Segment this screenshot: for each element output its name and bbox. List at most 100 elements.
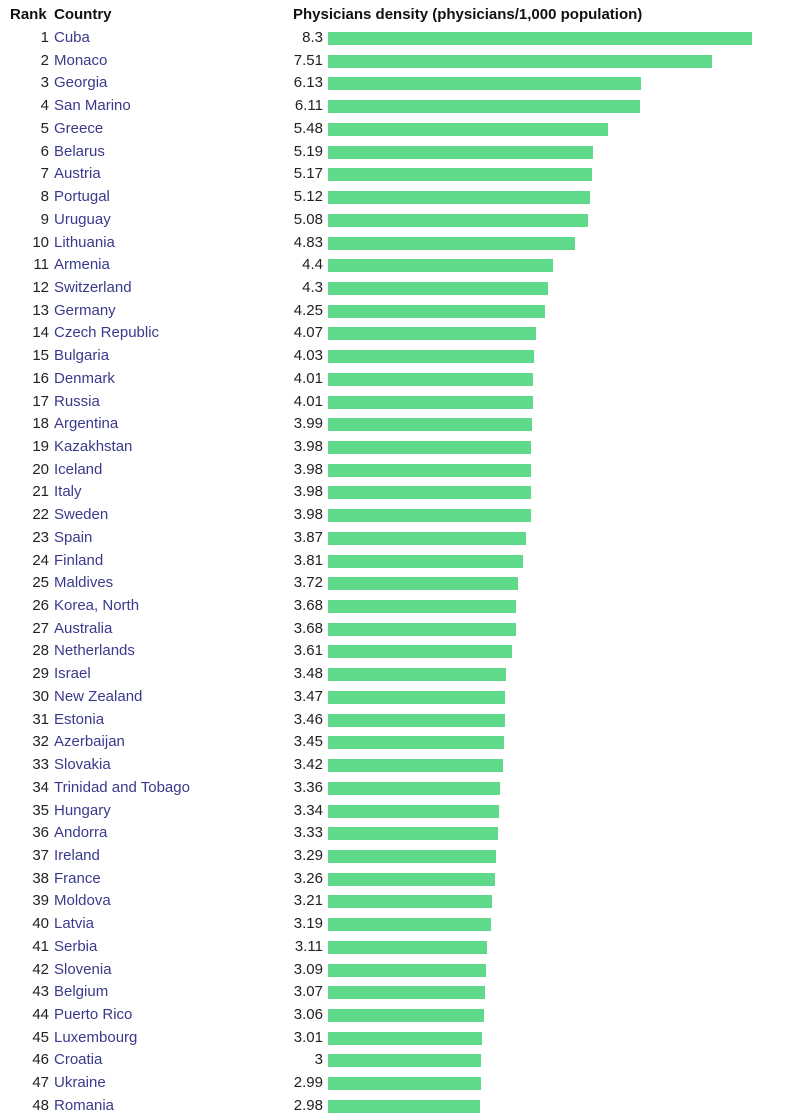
table-row: 46 Croatia 3 xyxy=(0,1049,800,1071)
value-label: 3.46 xyxy=(293,710,323,728)
country-link[interactable]: San Marino xyxy=(54,97,131,115)
country-link[interactable]: Belarus xyxy=(54,142,105,160)
density-bar xyxy=(328,350,534,364)
density-bar xyxy=(328,986,485,1000)
density-bar xyxy=(328,1077,481,1091)
table-row: 4 San Marino 6.11 xyxy=(0,95,800,117)
density-bar xyxy=(328,395,533,409)
table-row: 8 Portugal 5.12 xyxy=(0,186,800,208)
country-link[interactable]: Denmark xyxy=(54,369,115,387)
country-link[interactable]: Argentina xyxy=(54,415,119,433)
density-bar xyxy=(328,463,532,477)
country-link[interactable]: Maldives xyxy=(54,574,114,592)
rank-cell: 31 xyxy=(32,710,49,728)
table-row: 18 Argentina 3.99 xyxy=(0,413,800,435)
country-column-header: Country xyxy=(54,6,112,23)
country-link[interactable]: Belgium xyxy=(54,983,109,1001)
country-link[interactable]: Spain xyxy=(54,528,93,546)
country-link[interactable]: Bulgaria xyxy=(54,347,110,365)
country-link[interactable]: Uruguay xyxy=(54,210,111,228)
country-link[interactable]: Trinidad and Tobago xyxy=(54,778,190,796)
table-row: 6 Belarus 5.19 xyxy=(0,141,800,163)
country-link[interactable]: Puerto Rico xyxy=(54,1006,133,1023)
country-link[interactable]: Azerbaijan xyxy=(54,733,125,751)
rank-cell: 27 xyxy=(32,619,49,637)
country-link[interactable]: Slovenia xyxy=(54,960,112,978)
value-label: 3.47 xyxy=(293,687,323,705)
country-link[interactable]: Russia xyxy=(54,392,100,410)
country-link[interactable]: Serbia xyxy=(54,937,98,955)
value-label: 4.4 xyxy=(302,256,323,274)
value-label: 5.12 xyxy=(293,188,323,205)
country-link[interactable]: Switzerland xyxy=(54,278,132,296)
country-link[interactable]: Germany xyxy=(54,301,116,319)
country-link[interactable]: Romania xyxy=(54,1096,115,1114)
density-bar xyxy=(328,1054,482,1068)
density-bar xyxy=(328,304,546,318)
country-link[interactable]: Kazakhstan xyxy=(54,438,133,455)
country-link[interactable]: Ireland xyxy=(54,846,100,864)
country-link[interactable]: Latvia xyxy=(54,915,95,933)
country-link[interactable]: Austria xyxy=(54,165,101,183)
table-row: 41 Serbia 3.11 xyxy=(0,936,800,958)
table-row: 31 Estonia 3.46 xyxy=(0,709,800,731)
rank-cell: 13 xyxy=(32,301,49,319)
country-link[interactable]: Luxembourg xyxy=(54,1028,138,1046)
country-link[interactable]: Estonia xyxy=(54,710,105,728)
country-link[interactable]: Ukraine xyxy=(54,1074,106,1092)
value-label: 3.68 xyxy=(293,597,323,614)
country-link[interactable]: Andorra xyxy=(54,824,108,842)
country-link[interactable]: New Zealand xyxy=(54,687,143,705)
country-link[interactable]: Korea, North xyxy=(54,597,140,614)
rank-cell: 30 xyxy=(32,687,49,705)
country-link[interactable]: Georgia xyxy=(54,74,108,92)
table-row: 32 Azerbaijan 3.45 xyxy=(0,731,800,753)
table-row: 23 Spain 3.87 xyxy=(0,527,800,549)
density-bar xyxy=(328,1099,481,1113)
value-label: 3.33 xyxy=(293,824,323,842)
value-label: 3.11 xyxy=(294,937,323,955)
country-link[interactable]: Sweden xyxy=(54,506,109,524)
rank-cell: 26 xyxy=(32,597,49,614)
table-row: 37 Ireland 3.29 xyxy=(0,845,800,867)
table-row: 9 Uruguay 5.08 xyxy=(0,209,800,231)
country-link[interactable]: Armenia xyxy=(54,256,110,274)
country-link[interactable]: Croatia xyxy=(54,1051,103,1069)
country-link[interactable]: Slovakia xyxy=(54,756,111,773)
rank-cell: 5 xyxy=(40,119,49,137)
country-link[interactable]: Australia xyxy=(54,619,113,637)
rank-cell: 45 xyxy=(32,1028,49,1046)
rank-cell: 42 xyxy=(32,960,49,978)
table-row: 44 Puerto Rico 3.06 xyxy=(0,1004,800,1026)
rank-cell: 25 xyxy=(32,574,49,592)
country-link[interactable]: Hungary xyxy=(54,801,111,819)
rank-cell: 11 xyxy=(33,256,49,274)
country-link[interactable]: Czech Republic xyxy=(54,324,160,342)
table-row: 5 Greece 5.48 xyxy=(0,118,800,140)
value-label: 4.07 xyxy=(293,324,323,342)
country-link[interactable]: Moldova xyxy=(54,892,111,910)
country-link[interactable]: Finland xyxy=(54,551,104,569)
country-link[interactable]: Cuba xyxy=(54,29,90,46)
rank-cell: 18 xyxy=(32,415,49,433)
country-link[interactable]: Netherlands xyxy=(54,642,135,660)
country-link[interactable]: Greece xyxy=(54,119,104,137)
country-link[interactable]: Portugal xyxy=(54,188,110,205)
country-link[interactable]: Italy xyxy=(54,483,82,501)
country-link[interactable]: Lithuania xyxy=(54,233,115,251)
rank-cell: 23 xyxy=(32,528,49,546)
density-bar xyxy=(328,441,532,454)
density-bar xyxy=(328,849,497,863)
rank-cell: 10 xyxy=(32,233,49,251)
country-link[interactable]: France xyxy=(54,869,101,887)
value-label: 3.26 xyxy=(293,869,323,887)
rank-cell: 4 xyxy=(40,97,49,115)
table-row: 27 Australia 3.68 xyxy=(0,618,800,640)
table-row: 38 France 3.26 xyxy=(0,868,800,890)
rank-cell: 24 xyxy=(32,551,49,569)
country-link[interactable]: Iceland xyxy=(54,460,103,478)
value-label: 3.98 xyxy=(293,460,323,478)
country-link[interactable]: Monaco xyxy=(54,51,108,69)
country-link[interactable]: Israel xyxy=(54,665,91,683)
value-label: 3.87 xyxy=(293,528,323,546)
